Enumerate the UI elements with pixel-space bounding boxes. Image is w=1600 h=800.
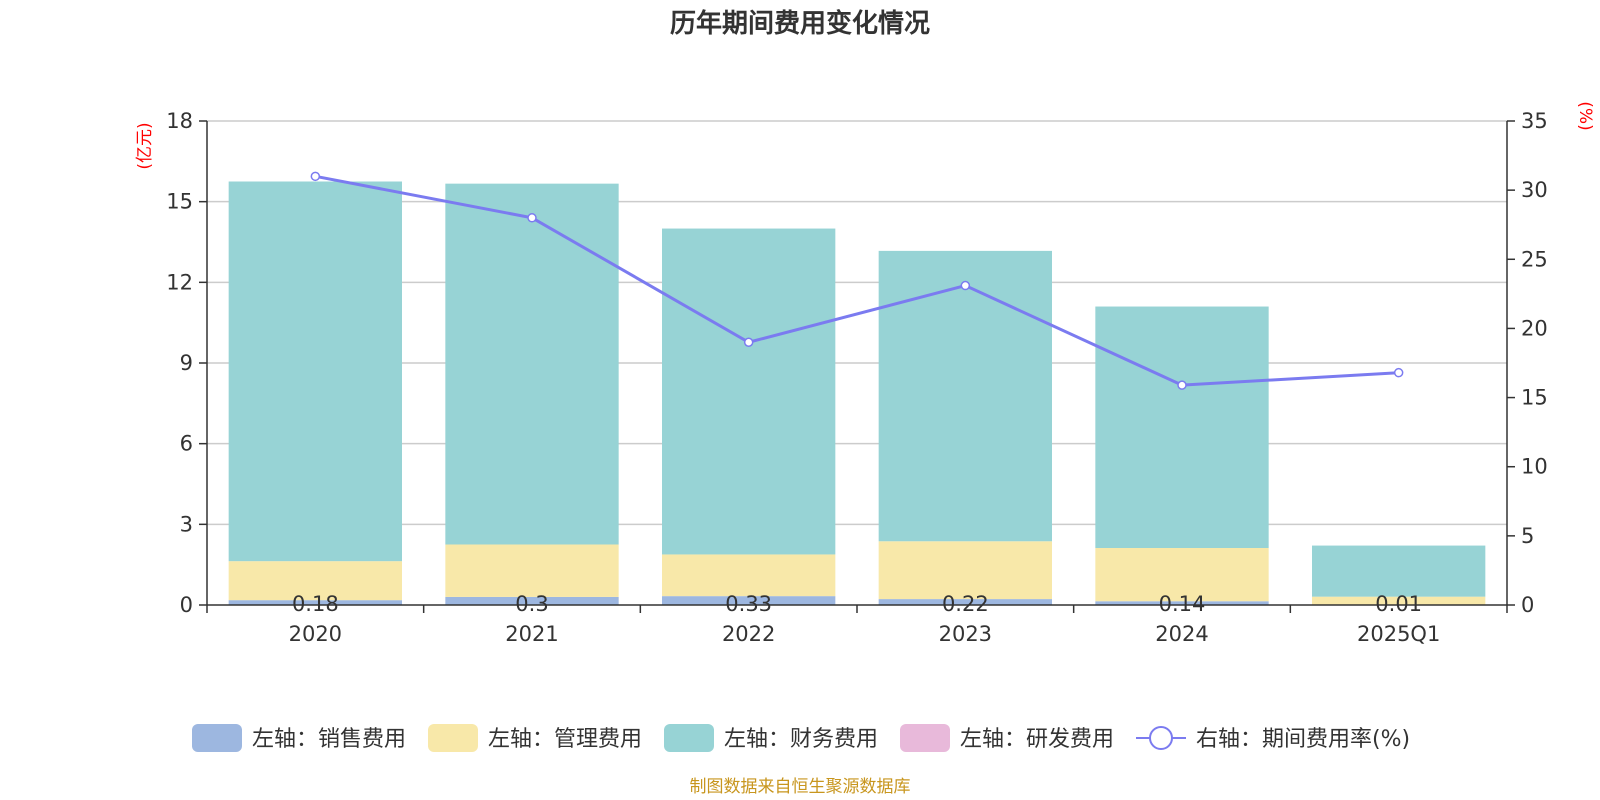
line-point-2020 bbox=[310, 171, 321, 182]
right-tick-label: 10 bbox=[1521, 455, 1548, 479]
legend: 左轴：销售费用 左轴：管理费用 左轴：财务费用 左轴：研发费用 右轴：期间费用率(%) bbox=[192, 724, 1410, 752]
bar-1-2021 bbox=[445, 544, 619, 597]
bar-2-2024 bbox=[1095, 306, 1269, 548]
data-label-2024: 0.14 bbox=[1159, 592, 1206, 616]
legend-label-1: 左轴：管理费用 bbox=[488, 727, 642, 752]
right-tick-label: 5 bbox=[1521, 524, 1534, 548]
left-tick-label: 18 bbox=[166, 109, 193, 133]
right-tick-label: 25 bbox=[1521, 247, 1548, 271]
source-note: 制图数据来自恒生聚源数据库 bbox=[690, 777, 911, 797]
legend-label-2: 左轴：财务费用 bbox=[724, 727, 878, 752]
x-tick-label-2020: 2020 bbox=[289, 622, 342, 646]
data-label-2023: 0.22 bbox=[942, 592, 989, 616]
x-tick-label-2023: 2023 bbox=[939, 622, 992, 646]
grid-lines bbox=[207, 120, 1507, 526]
line-point-2021 bbox=[527, 213, 537, 223]
right-tick-label: 35 bbox=[1521, 109, 1548, 133]
bar-1-2025Q1 bbox=[1312, 596, 1486, 605]
left-tick-label: 3 bbox=[180, 512, 193, 536]
axes: 0 3 6 9 12 15 18 0 5 10 15 20 25 30 35 2020 2021 2022 2023… bbox=[166, 109, 1547, 646]
line-point-2023 bbox=[960, 280, 971, 291]
legend-marker bbox=[1149, 726, 1173, 750]
line-point-2022 bbox=[743, 337, 754, 348]
legend-label-0: 左轴：销售费用 bbox=[252, 727, 406, 752]
chart-title: 历年期间费用变化情况 bbox=[670, 8, 930, 39]
legend-label-4: 右轴：期间费用率(%) bbox=[1196, 727, 1410, 752]
bar-0-2024 bbox=[1095, 601, 1269, 605]
bar-2-2025Q1 bbox=[1312, 545, 1486, 597]
right-tick-label: 30 bbox=[1521, 178, 1548, 202]
bar-0-2023 bbox=[878, 599, 1052, 605]
bar-series bbox=[228, 181, 1486, 605]
legend-label-3: 左轴：研发费用 bbox=[960, 727, 1114, 752]
bar-2-2022 bbox=[662, 228, 836, 555]
bar-1-2020 bbox=[228, 561, 402, 601]
x-tick-label-2022: 2022 bbox=[722, 622, 775, 646]
right-axis-unit: (%) bbox=[1575, 101, 1595, 130]
line-point-2024 bbox=[1177, 380, 1187, 390]
bar-0-2022 bbox=[662, 596, 836, 605]
bar-2-2020 bbox=[228, 181, 402, 562]
bar-0-2021 bbox=[445, 596, 619, 605]
bar-1-2024 bbox=[1095, 547, 1269, 602]
left-tick-label: 6 bbox=[180, 432, 193, 456]
legend-swatch-2 bbox=[664, 724, 714, 752]
left-tick-label: 9 bbox=[180, 351, 193, 375]
data-label-2025Q1: 0.01 bbox=[1375, 592, 1422, 616]
right-tick-label: 20 bbox=[1521, 316, 1548, 340]
left-tick-label: 12 bbox=[166, 270, 193, 294]
x-tick-label-2021: 2021 bbox=[505, 622, 558, 646]
right-tick-label: 0 bbox=[1521, 593, 1534, 617]
bar-2-2023 bbox=[878, 250, 1052, 542]
legend-swatch-3 bbox=[900, 724, 950, 752]
legend-swatch-0 bbox=[192, 724, 242, 752]
data-label-2021: 0.3 bbox=[515, 592, 548, 616]
x-tick-label-2025Q1: 2025Q1 bbox=[1357, 622, 1440, 646]
data-labels: 0.18 0.3 0.33 0.22 0.14 0.01 bbox=[292, 592, 1422, 616]
left-axis-unit: (亿元) bbox=[135, 122, 155, 169]
line-series bbox=[310, 171, 1404, 390]
left-tick-label: 15 bbox=[166, 190, 193, 214]
legend-swatch-1 bbox=[428, 724, 478, 752]
data-label-2020: 0.18 bbox=[292, 592, 339, 616]
bar-1-2023 bbox=[878, 541, 1052, 600]
bar-2-2021 bbox=[445, 183, 619, 545]
left-tick-label: 0 bbox=[180, 593, 193, 617]
data-label-2022: 0.33 bbox=[725, 592, 772, 616]
x-tick-label-2024: 2024 bbox=[1155, 622, 1208, 646]
line-path bbox=[315, 174, 1399, 387]
right-tick-label: 15 bbox=[1521, 386, 1548, 410]
line-point-2025Q1 bbox=[1393, 367, 1404, 378]
bar-0-2020 bbox=[228, 600, 402, 605]
bar-1-2022 bbox=[662, 554, 836, 597]
